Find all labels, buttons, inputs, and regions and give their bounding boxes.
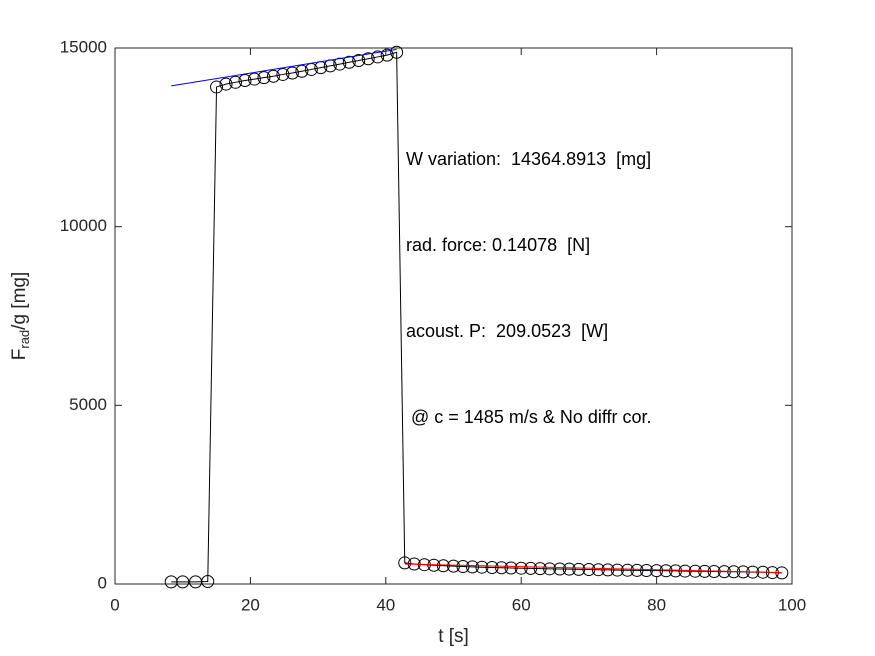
data-line — [404, 563, 782, 574]
data-point — [342, 55, 356, 69]
data-point — [639, 563, 653, 577]
data-point — [630, 563, 644, 577]
data-point — [333, 57, 347, 71]
data-point — [456, 559, 470, 573]
data-point — [266, 69, 280, 83]
data-point — [219, 77, 233, 91]
data-point — [361, 52, 375, 66]
data-point — [495, 561, 509, 575]
y-axis-label-part: /g [mg] — [9, 272, 30, 330]
data-point — [601, 563, 615, 577]
plot-area — [114, 47, 793, 585]
data-point — [533, 562, 547, 576]
data-point — [465, 560, 479, 574]
annotation: @ c = 1485 m/s & No diffr cor. — [406, 407, 652, 427]
data-point — [371, 50, 385, 64]
data-point — [210, 80, 224, 94]
data-line — [171, 48, 397, 87]
data-point — [398, 556, 412, 570]
x-tick-label: 40 — [376, 595, 395, 614]
annotation: acoust. P: 209.0523 [W] — [406, 321, 608, 341]
y-tick-label: 5000 — [69, 395, 107, 414]
data-point — [176, 575, 190, 589]
data-point — [475, 560, 489, 574]
data-point — [562, 562, 576, 576]
data-point — [514, 561, 528, 575]
annotation: W variation: 14364.8913 [mg] — [406, 149, 651, 169]
data-point — [229, 75, 243, 89]
x-tick-label: 0 — [110, 595, 119, 614]
data-point — [485, 560, 499, 574]
data-point — [238, 74, 252, 88]
data-point — [553, 562, 567, 576]
data-point — [669, 564, 683, 578]
y-axis-label-sub: rad — [17, 330, 32, 349]
data-point — [436, 559, 450, 573]
annotation: rad. force: 0.14078 [N] — [406, 235, 590, 255]
data-point — [447, 559, 460, 573]
data-point — [610, 563, 624, 577]
data-point — [650, 564, 664, 578]
data-point — [380, 48, 394, 62]
data-point — [582, 563, 596, 577]
x-tick-label: 60 — [512, 595, 531, 614]
y-axis-label-part: F — [9, 349, 30, 361]
y-axis-label: Frad/g [mg] — [9, 272, 32, 360]
data-point — [247, 72, 261, 86]
data-point — [285, 66, 299, 80]
data-point — [352, 54, 366, 68]
data-point — [591, 563, 605, 577]
y-tick-label: 0 — [98, 573, 107, 592]
data-point — [524, 561, 538, 575]
data-point — [543, 562, 557, 576]
x-tick-label: 80 — [647, 595, 666, 614]
data-point — [257, 71, 271, 85]
data-point — [620, 563, 634, 577]
x-axis-label: t [s] — [438, 626, 469, 647]
data-point — [504, 561, 518, 575]
data-point — [572, 562, 586, 576]
data-point — [659, 564, 673, 578]
data-line — [171, 51, 782, 583]
data-point — [678, 564, 692, 578]
x-tick-label: 20 — [241, 595, 260, 614]
data-point — [276, 67, 290, 81]
data-point — [201, 574, 215, 588]
y-tick-label: 10000 — [60, 216, 107, 235]
x-tick-label: 100 — [778, 595, 806, 614]
y-tick-label: 15000 — [60, 37, 107, 56]
data-point — [390, 45, 404, 59]
